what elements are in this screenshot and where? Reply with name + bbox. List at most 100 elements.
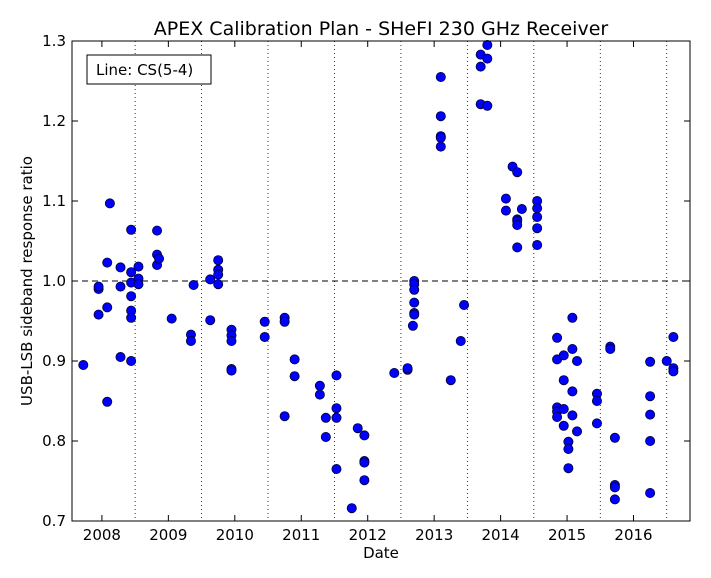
data-point xyxy=(213,279,224,290)
data-point xyxy=(331,463,342,474)
data-point xyxy=(435,111,446,122)
data-point xyxy=(558,375,569,386)
data-point xyxy=(512,167,523,178)
data-points xyxy=(78,40,679,514)
data-point xyxy=(532,203,543,214)
data-point xyxy=(126,355,137,366)
data-point xyxy=(289,354,300,365)
data-point xyxy=(402,363,413,374)
data-point xyxy=(482,53,493,64)
data-point xyxy=(661,355,672,366)
data-point xyxy=(188,279,199,290)
axis-ticks: 2008 2009 2010 2011 2012 2013 2014 2015 2016 0.7 0… xyxy=(42,32,690,544)
data-point xyxy=(482,100,493,111)
data-point xyxy=(409,284,420,295)
data-point xyxy=(205,315,216,326)
data-point xyxy=(512,219,523,230)
y-tick-label: 1.3 xyxy=(42,32,66,50)
data-point xyxy=(567,343,578,354)
data-point xyxy=(331,412,342,423)
data-point xyxy=(185,335,196,346)
data-point xyxy=(226,335,237,346)
data-point xyxy=(435,72,446,83)
data-point xyxy=(154,253,165,264)
annotation-text: Line: CS(5-4) xyxy=(96,61,193,79)
data-point xyxy=(567,410,578,421)
x-tick-label: 2010 xyxy=(216,526,254,544)
data-point xyxy=(500,205,511,216)
x-tick-label: 2013 xyxy=(415,526,453,544)
data-point xyxy=(609,482,620,493)
data-point xyxy=(331,370,342,381)
data-point xyxy=(475,61,486,72)
x-tick-label: 2015 xyxy=(548,526,586,544)
data-point xyxy=(609,494,620,505)
data-point xyxy=(115,281,126,292)
data-point xyxy=(512,242,523,253)
data-point xyxy=(359,457,370,468)
data-point xyxy=(435,141,446,152)
data-point xyxy=(102,302,113,313)
data-point xyxy=(314,380,325,391)
data-point xyxy=(133,279,144,290)
data-point xyxy=(126,291,137,302)
data-point xyxy=(605,343,616,354)
data-point xyxy=(359,475,370,486)
data-point xyxy=(532,239,543,250)
x-axis-title: Date xyxy=(363,544,399,562)
data-point xyxy=(500,193,511,204)
data-point xyxy=(346,503,357,514)
data-point xyxy=(331,403,342,414)
data-point xyxy=(126,224,137,235)
data-point xyxy=(78,359,89,370)
data-point xyxy=(409,309,420,320)
x-tick-label: 2011 xyxy=(282,526,320,544)
data-point xyxy=(455,335,466,346)
data-point xyxy=(279,316,290,327)
data-point xyxy=(435,132,446,143)
y-axis-title: USB-LSB sideband response ratio xyxy=(18,156,36,406)
data-point xyxy=(320,431,331,442)
data-point xyxy=(645,409,656,420)
data-point xyxy=(352,423,363,434)
x-tick-label: 2008 xyxy=(83,526,121,544)
data-point xyxy=(407,320,418,331)
data-point xyxy=(552,332,563,343)
data-point xyxy=(259,316,270,327)
data-point xyxy=(279,411,290,422)
data-point xyxy=(115,262,126,273)
data-point xyxy=(93,309,104,320)
data-point xyxy=(259,331,270,342)
data-point xyxy=(609,432,620,443)
data-point xyxy=(532,223,543,234)
data-point xyxy=(591,395,602,406)
data-point xyxy=(115,351,126,362)
y-tick-label: 0.7 xyxy=(42,512,66,530)
y-tick-label: 1.2 xyxy=(42,112,66,130)
data-point xyxy=(567,312,578,323)
y-tick-label: 0.8 xyxy=(42,432,66,450)
data-point xyxy=(102,257,113,268)
data-point xyxy=(205,274,216,285)
data-point xyxy=(126,267,137,278)
data-point xyxy=(668,331,679,342)
data-point xyxy=(213,269,224,280)
data-point xyxy=(668,366,679,377)
y-tick-label: 0.9 xyxy=(42,352,66,370)
data-point xyxy=(532,211,543,222)
legend-annotation: Line: CS(5-4) xyxy=(86,54,212,85)
data-point xyxy=(572,355,583,366)
data-point xyxy=(459,299,470,310)
x-tick-label: 2014 xyxy=(482,526,520,544)
data-point xyxy=(645,487,656,498)
data-point xyxy=(126,312,137,323)
data-point xyxy=(645,391,656,402)
data-point xyxy=(482,40,493,51)
y-tick-label: 1.1 xyxy=(42,192,66,210)
data-point xyxy=(314,389,325,400)
data-point xyxy=(359,430,370,441)
data-point xyxy=(558,403,569,414)
x-tick-label: 2012 xyxy=(349,526,387,544)
